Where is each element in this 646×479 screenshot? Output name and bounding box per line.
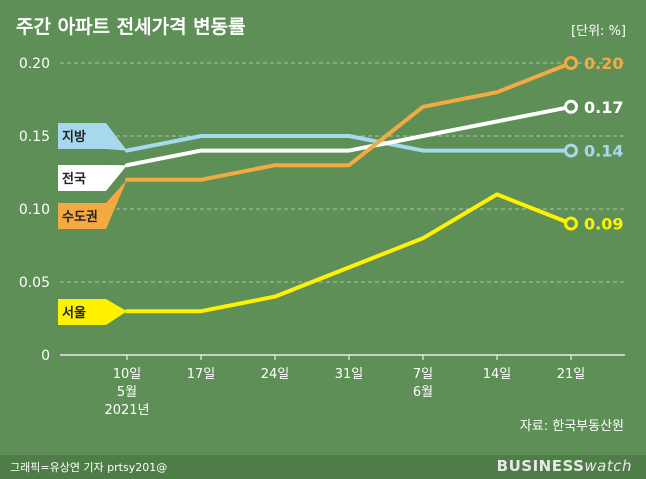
series-end-value: 0.20 [584, 54, 623, 73]
series-end-marker [564, 143, 578, 158]
series-name-tag [58, 179, 127, 229]
x-tick-label: 24일 [261, 367, 290, 382]
x-tick-label: 31일 [335, 367, 364, 382]
unit-label: [단위: %] [571, 24, 626, 39]
y-tick-label: 0.20 [19, 56, 50, 72]
chart-title: 주간 아파트 전세가격 변동률 [16, 16, 246, 38]
series-labels: 0.14 지방 0.17 전국 0.20 수도권 0.09 서울 [58, 54, 623, 325]
x-tick-label: 10일 [113, 367, 142, 382]
series-end-value: 0.17 [584, 98, 623, 117]
y-tick-label: 0.15 [19, 129, 50, 145]
series-name-tag [58, 299, 127, 325]
y-tick-label: 0.10 [19, 202, 50, 218]
x-axis: 10일 5월 2021년 17일 24일 31일 7일 6월 14일 21일 [104, 355, 585, 418]
series-end-value: 0.14 [584, 142, 623, 161]
credit-text: 그래픽=유상연 기자 prtsy201@ [10, 461, 168, 474]
series-end-marker [564, 99, 578, 114]
y-tick-label: 0 [41, 348, 50, 364]
series-name-label: 지방 [62, 129, 86, 145]
y-axis: 0 0.05 0.10 0.15 0.20 [19, 56, 50, 364]
series-end-marker [564, 56, 578, 70]
series-name-label: 수도권 [62, 210, 98, 225]
brand-sub: watch [584, 457, 632, 475]
brand-main: BUSINESS [496, 457, 585, 475]
series-name-label: 서울 [62, 305, 86, 321]
source-note: 자료: 한국부동산원 [519, 419, 624, 434]
footer-bar: 그래픽=유상연 기자 prtsy201@ BUSINESSwatch [0, 455, 646, 479]
x-tick-sublabel: 2021년 [104, 403, 149, 418]
x-tick-label: 14일 [483, 367, 512, 382]
series-line [125, 134, 573, 153]
series-line [125, 192, 573, 314]
x-tick-label: 21일 [557, 367, 586, 382]
series-line [125, 104, 573, 168]
x-tick-label: 17일 [187, 367, 216, 382]
series-name-tag [58, 123, 127, 151]
brand-logo: BUSINESSwatch [497, 457, 632, 475]
y-tick-label: 0.05 [19, 275, 50, 291]
series-name-tag [58, 165, 127, 191]
series-lines [125, 56, 578, 314]
x-tick-sublabel: 5월 [117, 385, 137, 400]
series-name-label: 전국 [62, 171, 86, 187]
series-line [125, 61, 573, 182]
x-tick-sublabel: 6월 [413, 385, 433, 400]
line-chart: 0 0.05 0.10 0.15 0.20 10일 5월 2021년 17일 24일 31일 7일 6… [19, 54, 625, 418]
series-end-marker [564, 216, 578, 231]
series-end-value: 0.09 [584, 215, 623, 234]
x-tick-label: 7일 [413, 367, 433, 382]
